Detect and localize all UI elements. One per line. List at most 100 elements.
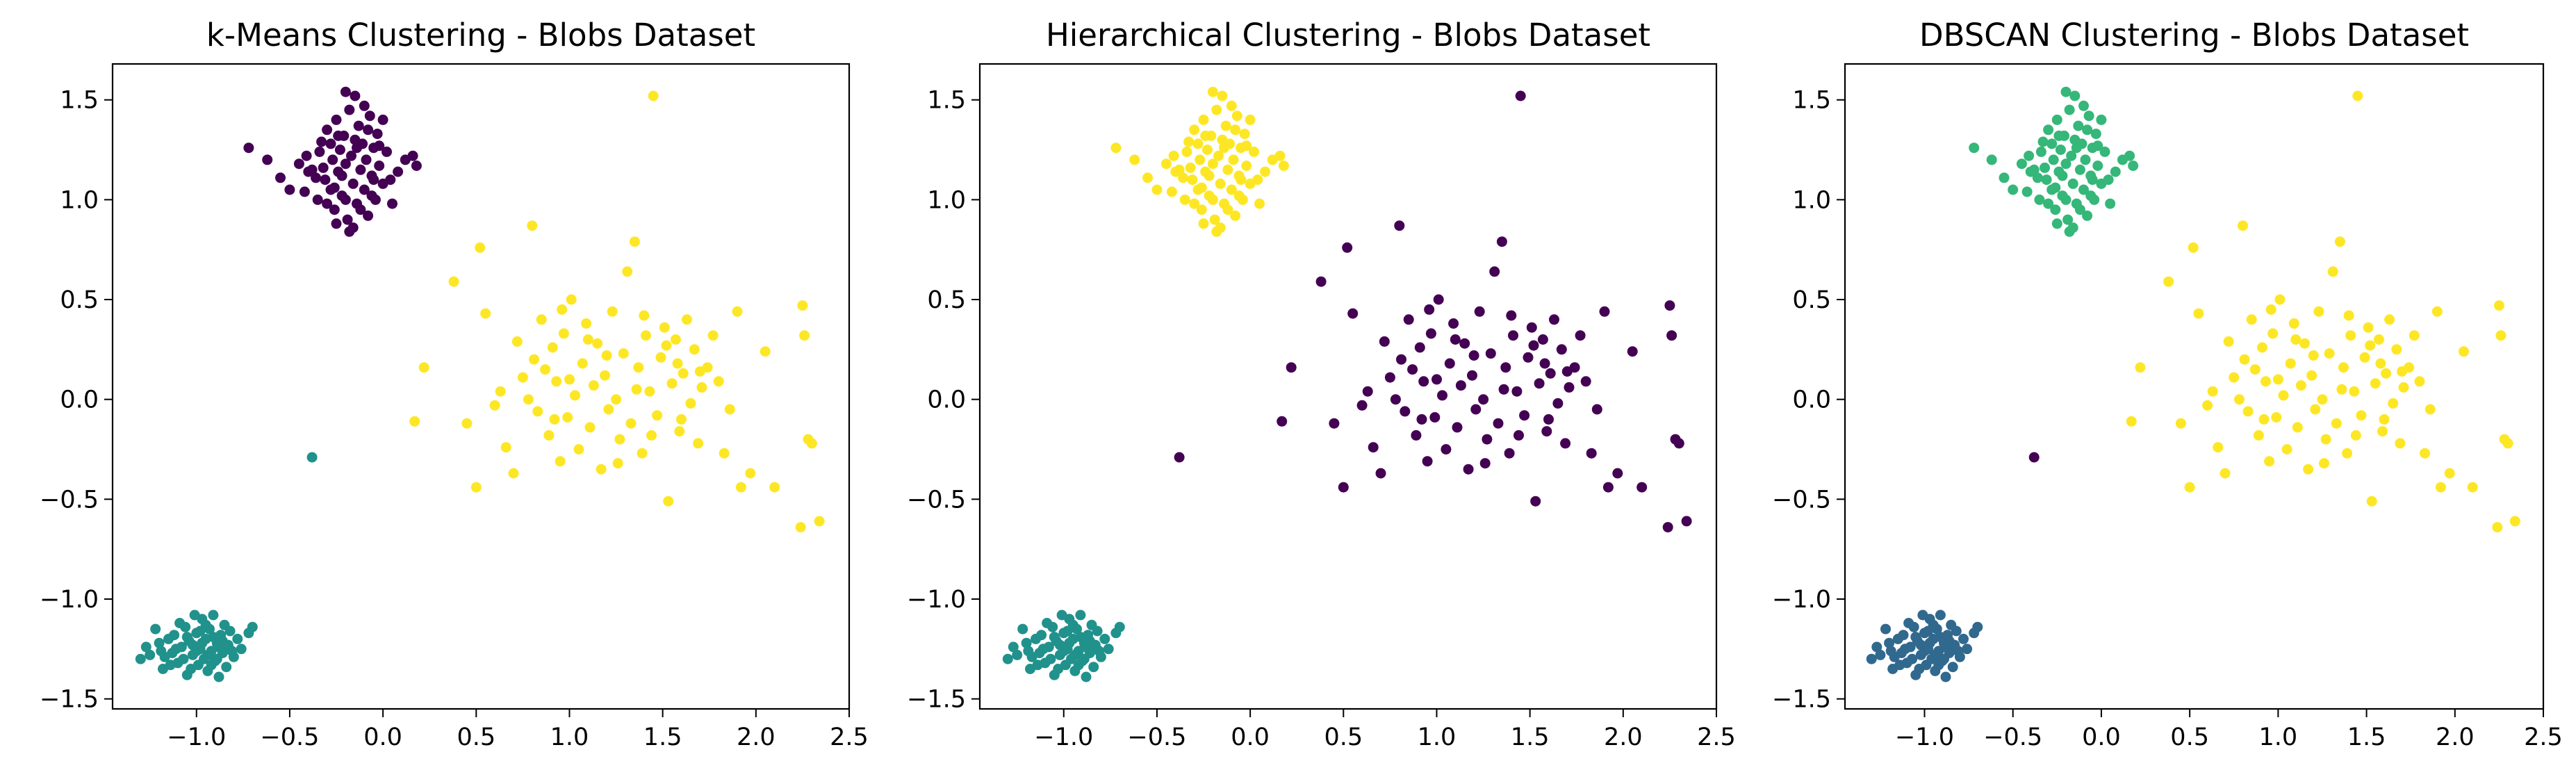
x-tick-label: 1.5 <box>643 723 682 751</box>
data-point-center <box>570 390 580 401</box>
data-point-center <box>2265 304 2276 315</box>
data-point-center <box>2126 416 2137 427</box>
data-point-upper_left <box>340 158 351 170</box>
data-point-lower_left <box>1953 646 1964 657</box>
data-point-center <box>1479 458 1491 469</box>
x-tick-label: 0.5 <box>457 723 495 751</box>
data-point-center <box>536 314 547 325</box>
data-point-center <box>2495 330 2507 341</box>
data-point-center <box>1511 386 1523 397</box>
data-point-upper_left <box>1254 198 1265 209</box>
data-point-lower_left <box>211 653 222 664</box>
data-point-center <box>2444 468 2455 479</box>
data-point-upper_left <box>2041 174 2052 186</box>
y-tick-label: −1.5 <box>40 686 99 714</box>
data-point-upper_left <box>336 170 347 181</box>
data-point-center <box>2343 310 2354 321</box>
data-point-upper_left <box>342 214 353 225</box>
y-tick-label: −1.0 <box>1772 586 1831 614</box>
data-point-center <box>760 346 771 357</box>
data-point-upper_left <box>1192 138 1204 149</box>
data-point-center <box>581 318 592 329</box>
data-point-lower_left <box>181 632 192 643</box>
data-point-center <box>625 418 637 429</box>
data-point-center <box>1549 314 1559 325</box>
data-point-center <box>631 384 642 395</box>
data-point-center <box>1450 334 1461 345</box>
data-point-center <box>2363 322 2374 333</box>
data-point-lower_left <box>1924 637 1935 648</box>
data-point-upper_left <box>2057 170 2068 181</box>
data-point-center <box>1504 448 1515 459</box>
data-point-upper_left <box>2078 184 2089 195</box>
data-point-center <box>2359 352 2370 363</box>
data-point-outlier <box>1174 452 1185 463</box>
data-point-center <box>500 442 511 453</box>
data-point-upper_left <box>1245 114 1256 125</box>
data-point-center <box>1681 516 1692 527</box>
data-point-lower_left <box>1917 610 1928 621</box>
data-point-upper_left <box>1226 184 1237 195</box>
x-tick-label: −1.0 <box>1034 723 1093 751</box>
data-point-upper_left <box>314 146 325 157</box>
data-point-lower_left <box>186 664 197 674</box>
data-point-upper_left <box>331 114 342 125</box>
data-point-center <box>1448 318 1459 329</box>
data-point-center <box>799 330 810 341</box>
data-point-upper_left <box>2037 136 2049 147</box>
data-point-upper_left <box>2074 164 2085 175</box>
data-point-upper_left <box>2092 140 2103 152</box>
y-tick-label: 0.5 <box>60 286 99 314</box>
y-tick-label: −1.5 <box>907 686 966 714</box>
data-point-center <box>1277 416 1288 427</box>
data-point-upper_left <box>2053 130 2065 141</box>
x-tick-label: 1.0 <box>550 723 589 751</box>
data-point-center <box>418 362 429 373</box>
y-tick-label: −1.0 <box>40 586 99 614</box>
data-point-center <box>2502 438 2513 449</box>
data-point-center <box>1662 522 1673 533</box>
data-point-center <box>461 418 473 429</box>
data-point-upper_left <box>1160 158 1172 170</box>
data-point-center <box>2319 458 2329 469</box>
data-point-upper_left <box>1228 154 1239 165</box>
data-point-upper_left <box>1233 190 1245 202</box>
scatter-points <box>1866 86 2520 682</box>
data-point-center <box>2238 220 2248 231</box>
data-point-upper_left <box>393 166 404 177</box>
x-tick-label: 0.0 <box>1231 723 1270 751</box>
data-point-center <box>2290 334 2302 345</box>
data-point-center <box>694 366 705 377</box>
data-point-center <box>1575 330 1586 341</box>
data-point-upper_left <box>1249 146 1259 157</box>
data-point-center <box>2345 330 2356 341</box>
data-point-center <box>633 362 644 373</box>
data-point-lower_left <box>1062 625 1073 637</box>
data-point-lower_left <box>1037 644 1049 655</box>
data-point-center <box>1515 90 1526 101</box>
data-point-lower_left <box>1088 662 1099 673</box>
data-point-lower_left <box>1894 660 1905 671</box>
y-tick-label: 0.0 <box>1792 386 1831 414</box>
data-point-upper_left <box>1211 104 1222 115</box>
y-tick-label: −0.5 <box>1772 486 1831 514</box>
data-point-center <box>2223 336 2234 347</box>
x-tick-label: 2.0 <box>737 723 776 751</box>
data-point-center <box>2239 354 2250 365</box>
data-point-center <box>2356 410 2367 421</box>
data-point-upper_left <box>347 178 359 189</box>
data-point-upper_left <box>340 86 351 97</box>
data-point-upper_left <box>340 194 351 205</box>
data-point-upper_left <box>1181 146 1192 157</box>
data-point-center <box>1468 350 1479 361</box>
data-point-center <box>2313 306 2324 317</box>
data-point-lower_left <box>221 662 232 673</box>
data-point-center <box>2264 456 2275 467</box>
data-point-upper_left <box>2074 204 2085 215</box>
data-point-lower_left <box>135 653 146 664</box>
data-point-lower_left <box>202 649 213 660</box>
data-point-center <box>1561 366 1573 377</box>
data-point-center <box>2292 422 2303 433</box>
data-point-center <box>678 368 689 379</box>
data-point-lower_left <box>1094 646 1105 657</box>
